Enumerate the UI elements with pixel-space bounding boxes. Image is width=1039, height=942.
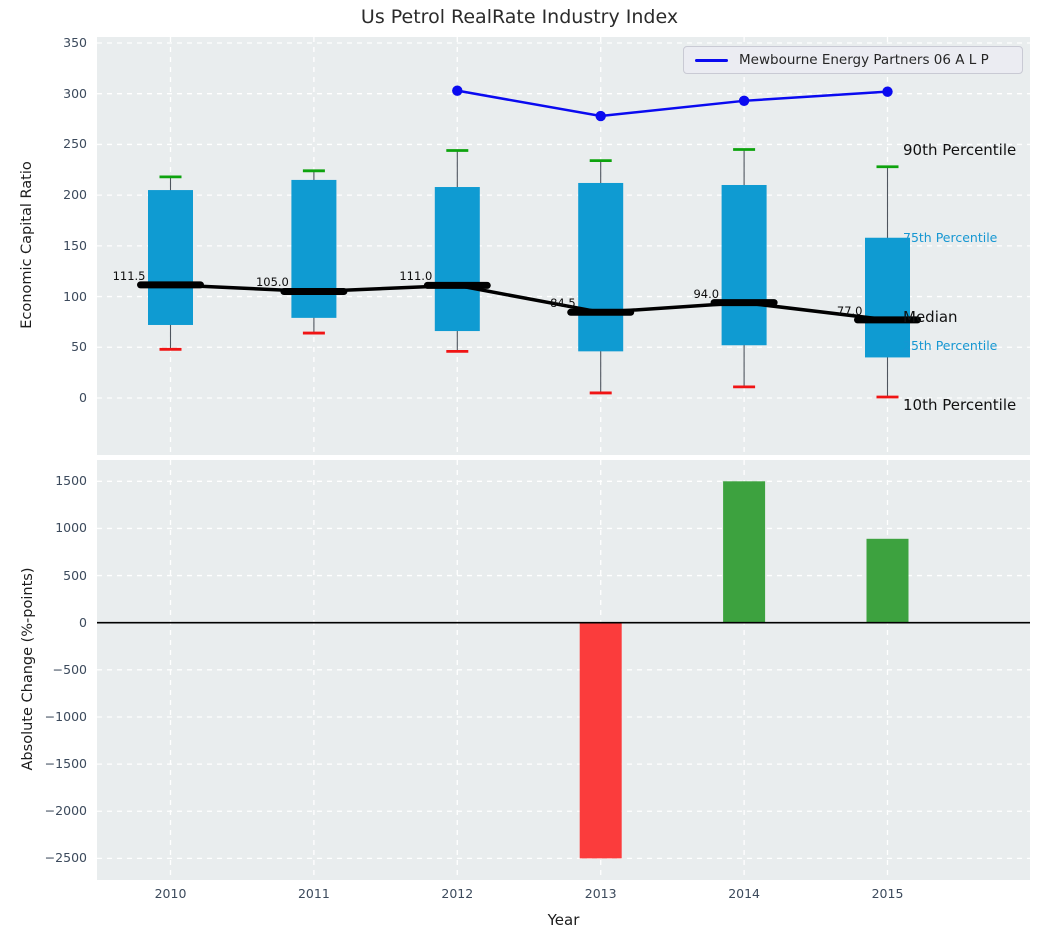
x-tick-2012: 2012 — [422, 885, 492, 902]
annotation-25th-percentile: 25th Percentile — [903, 337, 1039, 355]
bar-chart-canvas — [97, 460, 1030, 880]
y-tick-0: 0 — [31, 389, 87, 406]
y-tick-300: 300 — [31, 85, 87, 102]
change-bar-2013 — [580, 623, 622, 859]
x-tick-2013: 2013 — [566, 885, 636, 902]
x-tick-2010: 2010 — [136, 885, 206, 902]
x-tick-2015: 2015 — [853, 885, 923, 902]
iqr-box-2012 — [435, 187, 480, 331]
annotation-75th-percentile: 75th Percentile — [903, 229, 1039, 247]
y-tick-500: 500 — [31, 567, 87, 584]
annotation-90th-percentile: 90th Percentile — [903, 141, 1039, 159]
y-tick-200: 200 — [31, 186, 87, 203]
y-tick--1500: −1500 — [31, 755, 87, 772]
annotation-median: Median — [903, 308, 1039, 326]
y-tick--2000: −2000 — [31, 802, 87, 819]
median-value-label-2011: 105.0 — [227, 275, 289, 289]
median-value-label-2013: 84.5 — [514, 296, 576, 310]
legend-line-swatch — [695, 59, 728, 62]
company-point-2012 — [452, 85, 462, 95]
y-tick--2500: −2500 — [31, 849, 87, 866]
legend: Mewbourne Energy Partners 06 A L P — [683, 46, 1023, 74]
company-point-2015 — [882, 86, 892, 96]
x-tick-2014: 2014 — [709, 885, 779, 902]
y-tick--1000: −1000 — [31, 708, 87, 725]
chart-title: Us Petrol RealRate Industry Index — [0, 6, 1039, 28]
company-point-2013 — [596, 111, 606, 121]
bottom-axes-area — [97, 460, 1030, 880]
top-axes-area — [97, 37, 1030, 455]
legend-series-label: Mewbourne Energy Partners 06 A L P — [739, 52, 989, 68]
iqr-box-2011 — [291, 180, 336, 318]
y-tick-1000: 1000 — [31, 519, 87, 536]
change-bar-2014 — [723, 481, 765, 622]
y-tick-150: 150 — [31, 237, 87, 254]
y-tick-0: 0 — [31, 614, 87, 631]
y-tick-250: 250 — [31, 135, 87, 152]
y-tick-1500: 1500 — [31, 472, 87, 489]
y-tick-100: 100 — [31, 288, 87, 305]
y-tick--500: −500 — [31, 661, 87, 678]
iqr-box-2014 — [722, 185, 767, 345]
x-tick-2011: 2011 — [279, 885, 349, 902]
change-bar-2015 — [867, 539, 909, 623]
y-tick-50: 50 — [31, 338, 87, 355]
company-line — [457, 91, 887, 116]
annotation-10th-percentile: 10th Percentile — [903, 396, 1039, 414]
median-value-label-2012: 111.0 — [370, 269, 432, 283]
median-value-label-2015: 77.0 — [801, 304, 863, 318]
x-axis-label: Year — [97, 911, 1030, 929]
company-point-2014 — [739, 96, 749, 106]
figure: Us Petrol RealRate Industry Index Mewbou… — [0, 0, 1039, 942]
iqr-box-2010 — [148, 190, 193, 325]
median-value-label-2010: 111.5 — [84, 269, 146, 283]
box-plot-canvas — [97, 37, 1030, 455]
iqr-box-2013 — [578, 183, 623, 351]
median-value-label-2014: 94.0 — [657, 287, 719, 301]
y-tick-350: 350 — [31, 34, 87, 51]
